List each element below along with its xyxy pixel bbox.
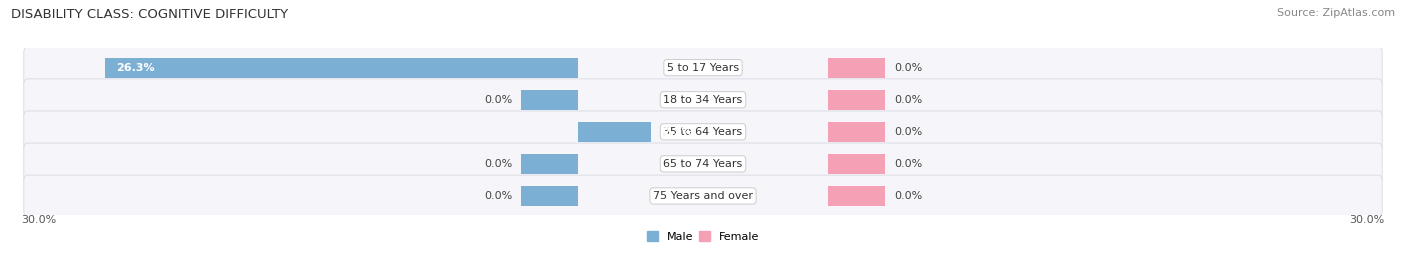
Bar — [828, 154, 884, 174]
Bar — [522, 186, 578, 206]
Bar — [105, 58, 578, 77]
FancyBboxPatch shape — [24, 111, 1382, 153]
Text: 26.3%: 26.3% — [117, 63, 155, 73]
Text: DISABILITY CLASS: COGNITIVE DIFFICULTY: DISABILITY CLASS: COGNITIVE DIFFICULTY — [11, 8, 288, 21]
Text: 30.0%: 30.0% — [1350, 215, 1385, 225]
Bar — [828, 122, 884, 142]
Text: 0.0%: 0.0% — [484, 191, 512, 201]
FancyBboxPatch shape — [24, 47, 1382, 89]
Legend: Male, Female: Male, Female — [643, 227, 763, 246]
Text: 0.0%: 0.0% — [894, 127, 922, 137]
Text: 18 to 34 Years: 18 to 34 Years — [664, 95, 742, 105]
Text: 0.0%: 0.0% — [894, 191, 922, 201]
Text: 5 to 17 Years: 5 to 17 Years — [666, 63, 740, 73]
Text: 0.0%: 0.0% — [484, 159, 512, 169]
Text: 30.0%: 30.0% — [21, 215, 56, 225]
FancyBboxPatch shape — [24, 143, 1382, 185]
Text: 35 to 64 Years: 35 to 64 Years — [664, 127, 742, 137]
Bar — [578, 122, 651, 142]
Text: 75 Years and over: 75 Years and over — [652, 191, 754, 201]
Bar — [522, 154, 578, 174]
Text: 0.0%: 0.0% — [894, 159, 922, 169]
Text: 0.0%: 0.0% — [484, 95, 512, 105]
FancyBboxPatch shape — [24, 175, 1382, 217]
Text: 2.3%: 2.3% — [662, 127, 693, 137]
FancyBboxPatch shape — [24, 79, 1382, 121]
Bar — [828, 90, 884, 110]
Text: 65 to 74 Years: 65 to 74 Years — [664, 159, 742, 169]
Bar — [828, 58, 884, 77]
Bar — [828, 186, 884, 206]
Text: 0.0%: 0.0% — [894, 95, 922, 105]
Text: 0.0%: 0.0% — [894, 63, 922, 73]
Bar — [522, 90, 578, 110]
Text: Source: ZipAtlas.com: Source: ZipAtlas.com — [1277, 8, 1395, 18]
